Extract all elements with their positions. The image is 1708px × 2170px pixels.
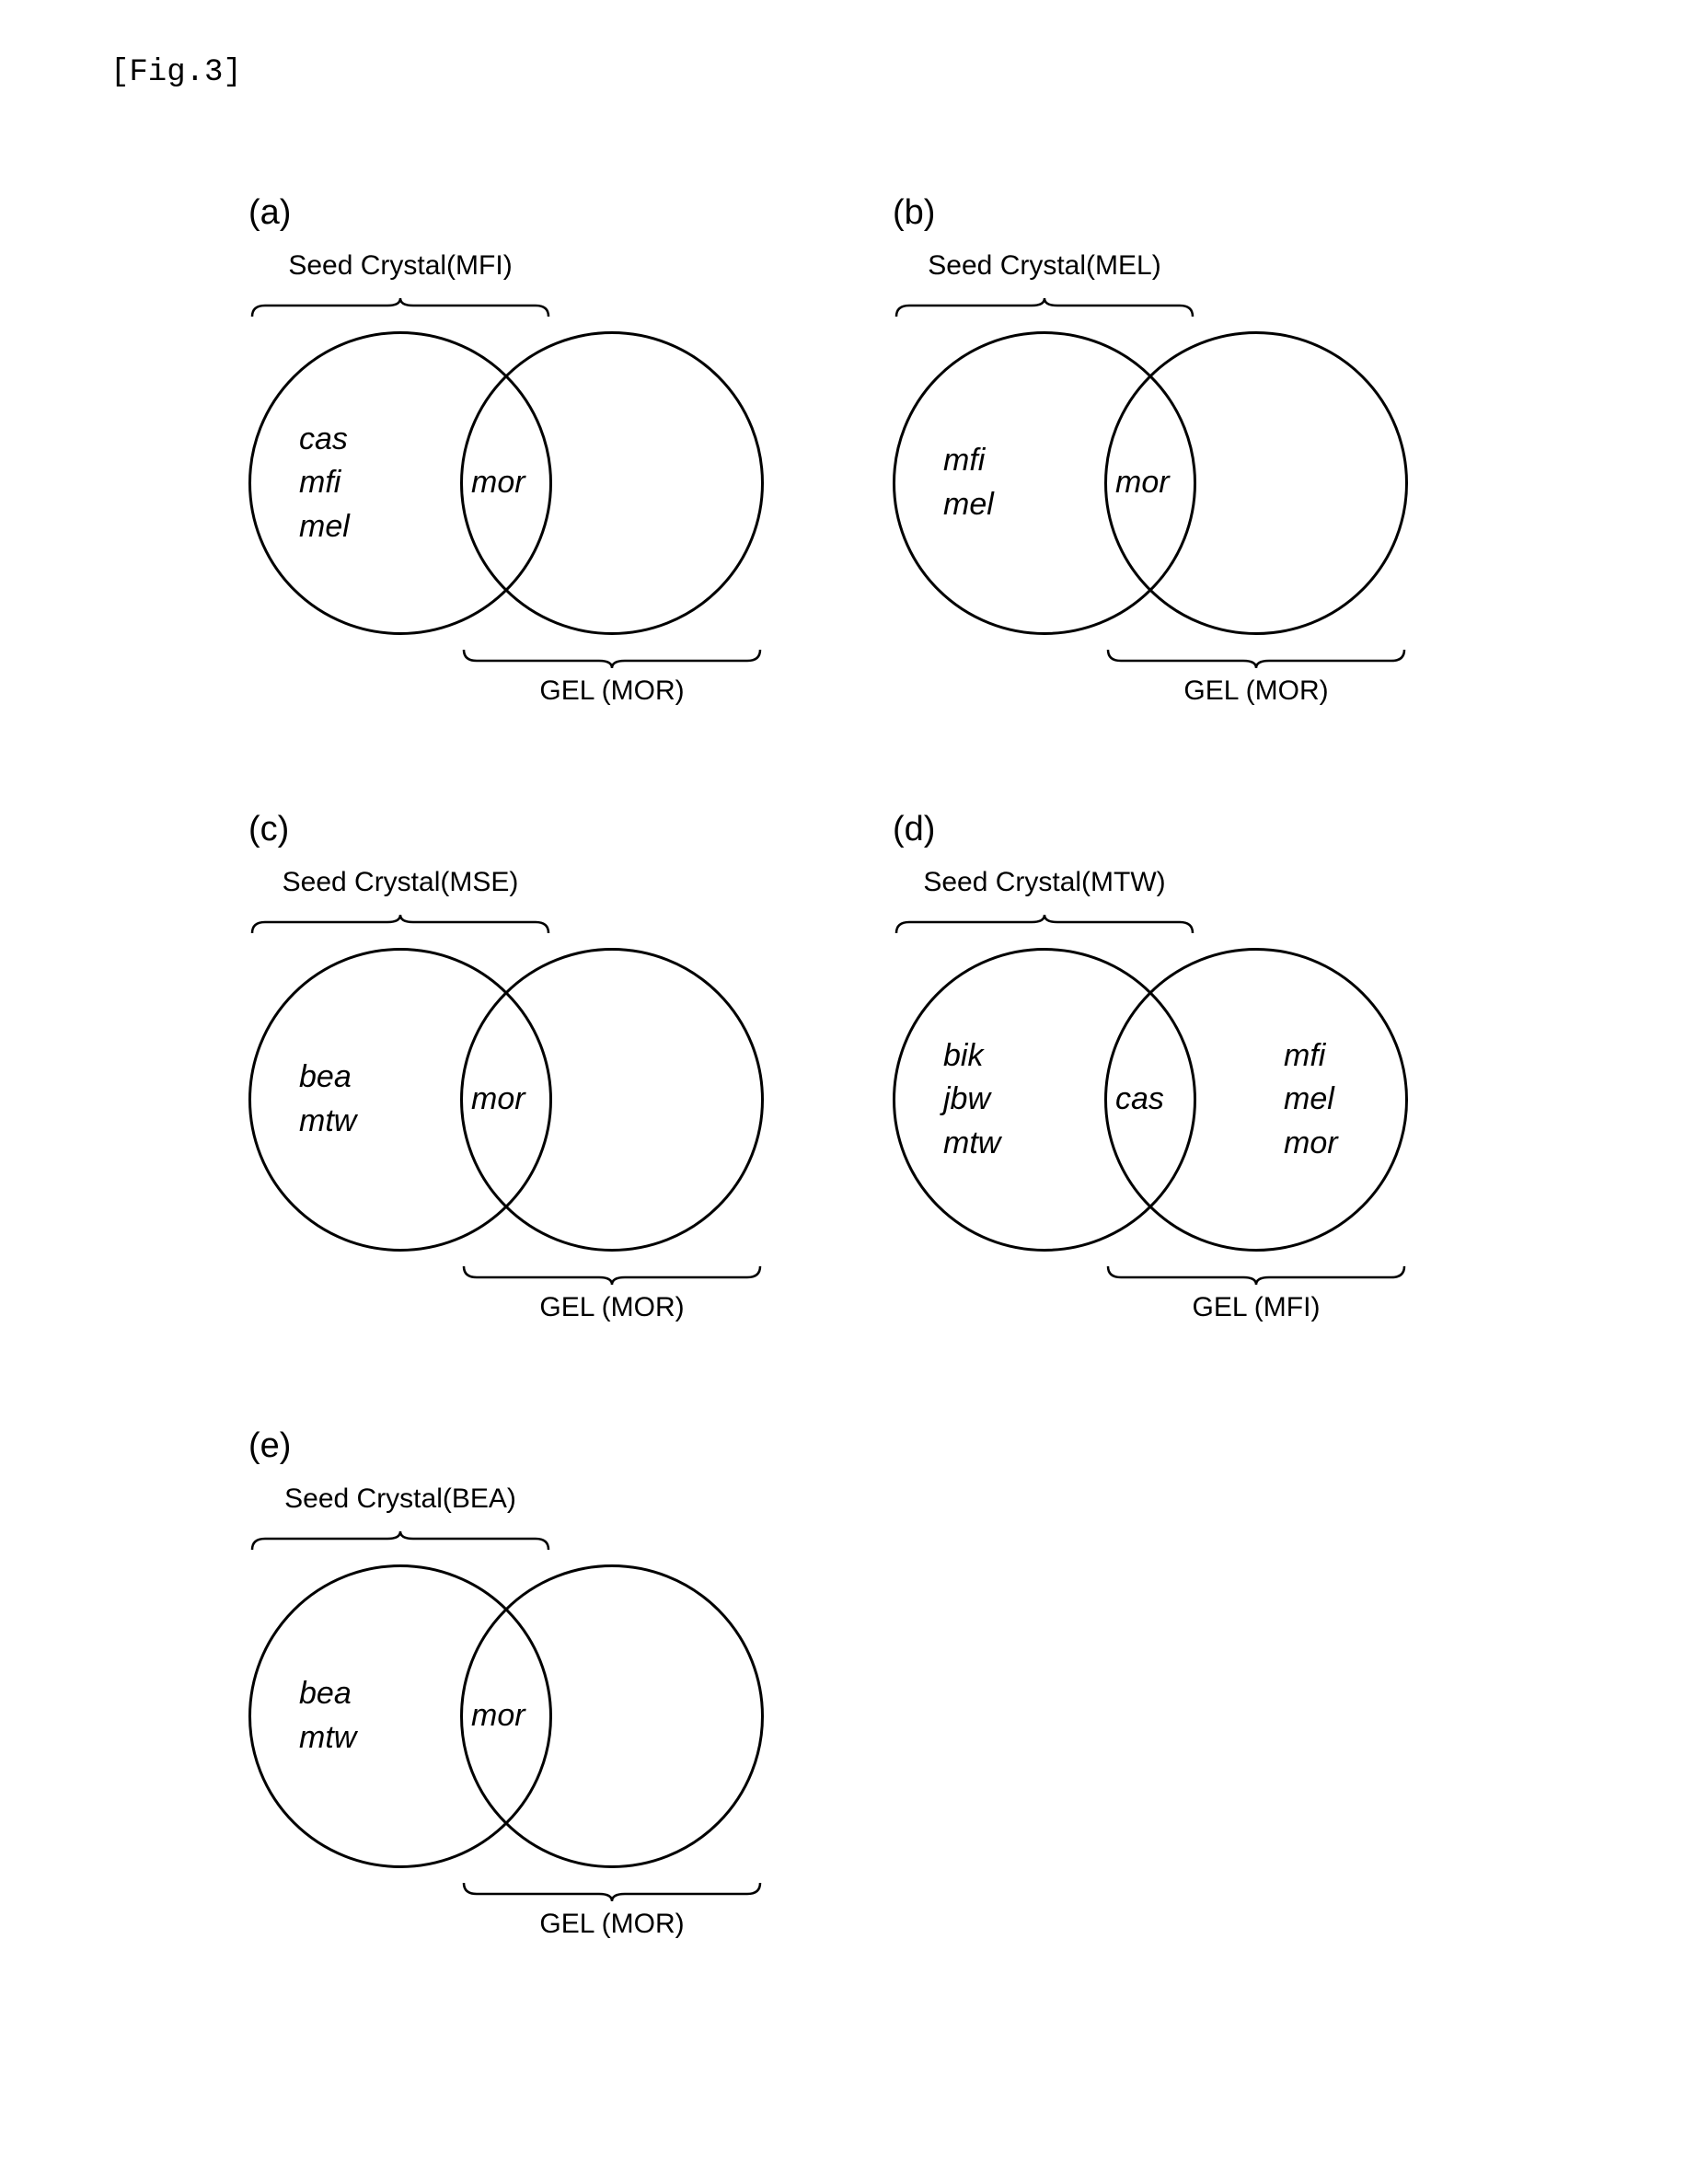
seed-crystal-label: Seed Crystal(BEA) xyxy=(248,1483,552,1515)
left-item: mel xyxy=(299,505,350,549)
left-item: mfi xyxy=(299,461,350,505)
panel-letter-d: (d) xyxy=(893,810,935,849)
seed-crystal-label: Seed Crystal(MEL) xyxy=(893,250,1196,282)
panel-d: (d)Seed Crystal(MTW) bikjbwmtwcasmfimelm… xyxy=(893,810,1500,1408)
panel-a: (a) Seed Crystal(MFI) casmfimel mor GEL (M… xyxy=(248,193,856,791)
left-items: bikjbwmtw xyxy=(943,1034,1000,1166)
left-item: cas xyxy=(299,418,350,462)
center-item: mor xyxy=(1115,461,1170,505)
center-items: cas xyxy=(1115,1078,1164,1122)
seed-brace xyxy=(893,911,1196,941)
seed-crystal-label: Seed Crystal(MFI) xyxy=(248,250,552,282)
panel-letter-c: (c) xyxy=(248,810,289,849)
left-item: mtw xyxy=(943,1122,1000,1166)
gel-brace xyxy=(1104,1263,1408,1293)
left-item: mel xyxy=(943,483,994,527)
left-item: bik xyxy=(943,1034,1000,1079)
center-items: mor xyxy=(471,1078,525,1122)
gel-brace xyxy=(460,1263,764,1293)
seed-brace xyxy=(248,1528,552,1558)
seed-brace xyxy=(893,294,1196,325)
right-item: mor xyxy=(1284,1122,1338,1166)
panel-b: (b) Seed Crystal(MEL) mfimel mor GEL (MOR) xyxy=(893,193,1500,791)
gel-label: GEL (MOR) xyxy=(460,1909,764,1940)
gel-brace xyxy=(460,1879,764,1910)
gel-brace xyxy=(460,646,764,676)
right-item: mfi xyxy=(1284,1034,1338,1079)
panel-c: (c) Seed Crystal(MSE) beamtw mor GEL (MOR) xyxy=(248,810,856,1408)
gel-brace xyxy=(1104,646,1408,676)
right-item: mel xyxy=(1284,1078,1338,1122)
left-item: bea xyxy=(299,1672,356,1716)
gel-label: GEL (MFI) xyxy=(1104,1292,1408,1323)
left-item: mfi xyxy=(943,439,994,483)
center-items: mor xyxy=(471,1694,525,1738)
gel-label: GEL (MOR) xyxy=(1104,675,1408,707)
center-item: mor xyxy=(471,461,525,505)
center-item: cas xyxy=(1115,1078,1164,1122)
left-items: mfimel xyxy=(943,439,994,526)
panel-e: (e) Seed Crystal(BEA) beamtw mor GEL (MOR) xyxy=(248,1426,856,2025)
center-items: mor xyxy=(471,461,525,505)
center-item: mor xyxy=(471,1078,525,1122)
seed-brace xyxy=(248,294,552,325)
center-item: mor xyxy=(471,1694,525,1738)
seed-crystal-label: Seed Crystal(MTW) xyxy=(893,867,1196,898)
gel-label: GEL (MOR) xyxy=(460,675,764,707)
panel-letter-b: (b) xyxy=(893,193,935,233)
seed-brace xyxy=(248,911,552,941)
figure-label: [Fig.3] xyxy=(110,55,242,90)
left-item: jbw xyxy=(943,1078,1000,1122)
left-item: mtw xyxy=(299,1716,356,1760)
center-items: mor xyxy=(1115,461,1170,505)
seed-crystal-label: Seed Crystal(MSE) xyxy=(248,867,552,898)
left-items: beamtw xyxy=(299,1672,356,1760)
left-items: beamtw xyxy=(299,1056,356,1143)
panel-letter-e: (e) xyxy=(248,1426,291,1466)
panel-letter-a: (a) xyxy=(248,193,291,233)
right-items: mfimelmor xyxy=(1284,1034,1338,1166)
left-items: casmfimel xyxy=(299,418,350,549)
left-item: bea xyxy=(299,1056,356,1100)
gel-label: GEL (MOR) xyxy=(460,1292,764,1323)
left-item: mtw xyxy=(299,1100,356,1144)
